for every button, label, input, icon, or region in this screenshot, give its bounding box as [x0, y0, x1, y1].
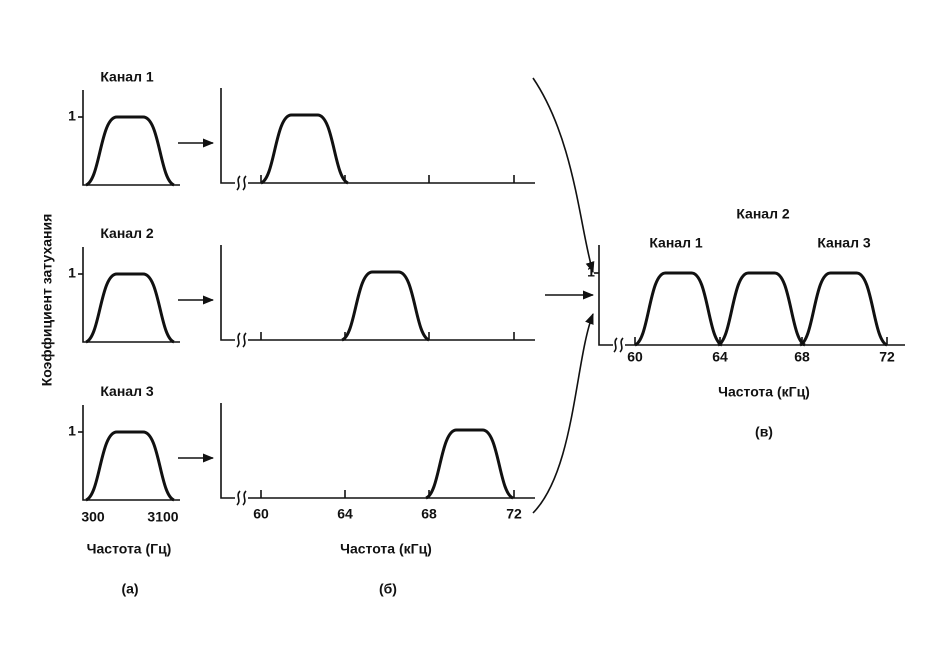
passband	[260, 113, 349, 185]
axis	[598, 245, 905, 346]
axis	[82, 90, 180, 186]
axis	[220, 403, 535, 499]
caption: (в)	[755, 424, 773, 440]
arrow	[532, 312, 594, 514]
x-tick-label: 64	[337, 506, 353, 522]
channel-label: Канал 1	[649, 235, 703, 251]
caption: (а)	[121, 581, 138, 597]
x-tick-label: 72	[506, 506, 522, 522]
axis-break	[236, 332, 247, 348]
passband	[717, 271, 806, 347]
passband	[425, 428, 514, 500]
x-tick-label: 60	[627, 349, 643, 365]
axis	[220, 245, 535, 341]
passband	[85, 272, 175, 344]
passband	[85, 430, 175, 502]
x-tick-label: 3100	[147, 509, 178, 525]
arrow	[532, 77, 595, 274]
channel-label: Канал 2	[736, 206, 790, 222]
x-tick-label: 72	[879, 349, 895, 365]
x-tick-label: 60	[253, 506, 269, 522]
channel-label: Канал 3	[817, 235, 871, 251]
axis-break	[236, 175, 247, 191]
y-axis-label: Коэффициент затухания	[39, 214, 55, 386]
axis	[82, 247, 180, 343]
axis	[220, 88, 535, 184]
y-tick-label: 1	[68, 265, 76, 281]
x-axis-label: Частота (Гц)	[87, 541, 172, 557]
x-axis-label: Частота (кГц)	[340, 541, 432, 557]
x-tick-label: 300	[81, 509, 105, 525]
caption: (б)	[379, 581, 397, 597]
x-tick-label: 68	[794, 349, 810, 365]
passband	[799, 271, 888, 347]
channel-label: Канал 1	[100, 69, 154, 85]
y-tick-label: 1	[68, 108, 76, 124]
channel-label: Канал 3	[100, 383, 154, 399]
x-tick-label: 68	[421, 506, 437, 522]
axis-break	[236, 490, 247, 506]
axis	[82, 405, 180, 501]
x-axis-label: Частота (кГц)	[718, 384, 810, 400]
y-tick-label: 1	[68, 423, 76, 439]
axis-break	[613, 337, 624, 353]
passband	[341, 270, 430, 342]
channel-label: Канал 2	[100, 225, 154, 241]
passband	[85, 115, 175, 187]
passband	[634, 271, 723, 347]
x-tick-label: 64	[712, 349, 728, 365]
